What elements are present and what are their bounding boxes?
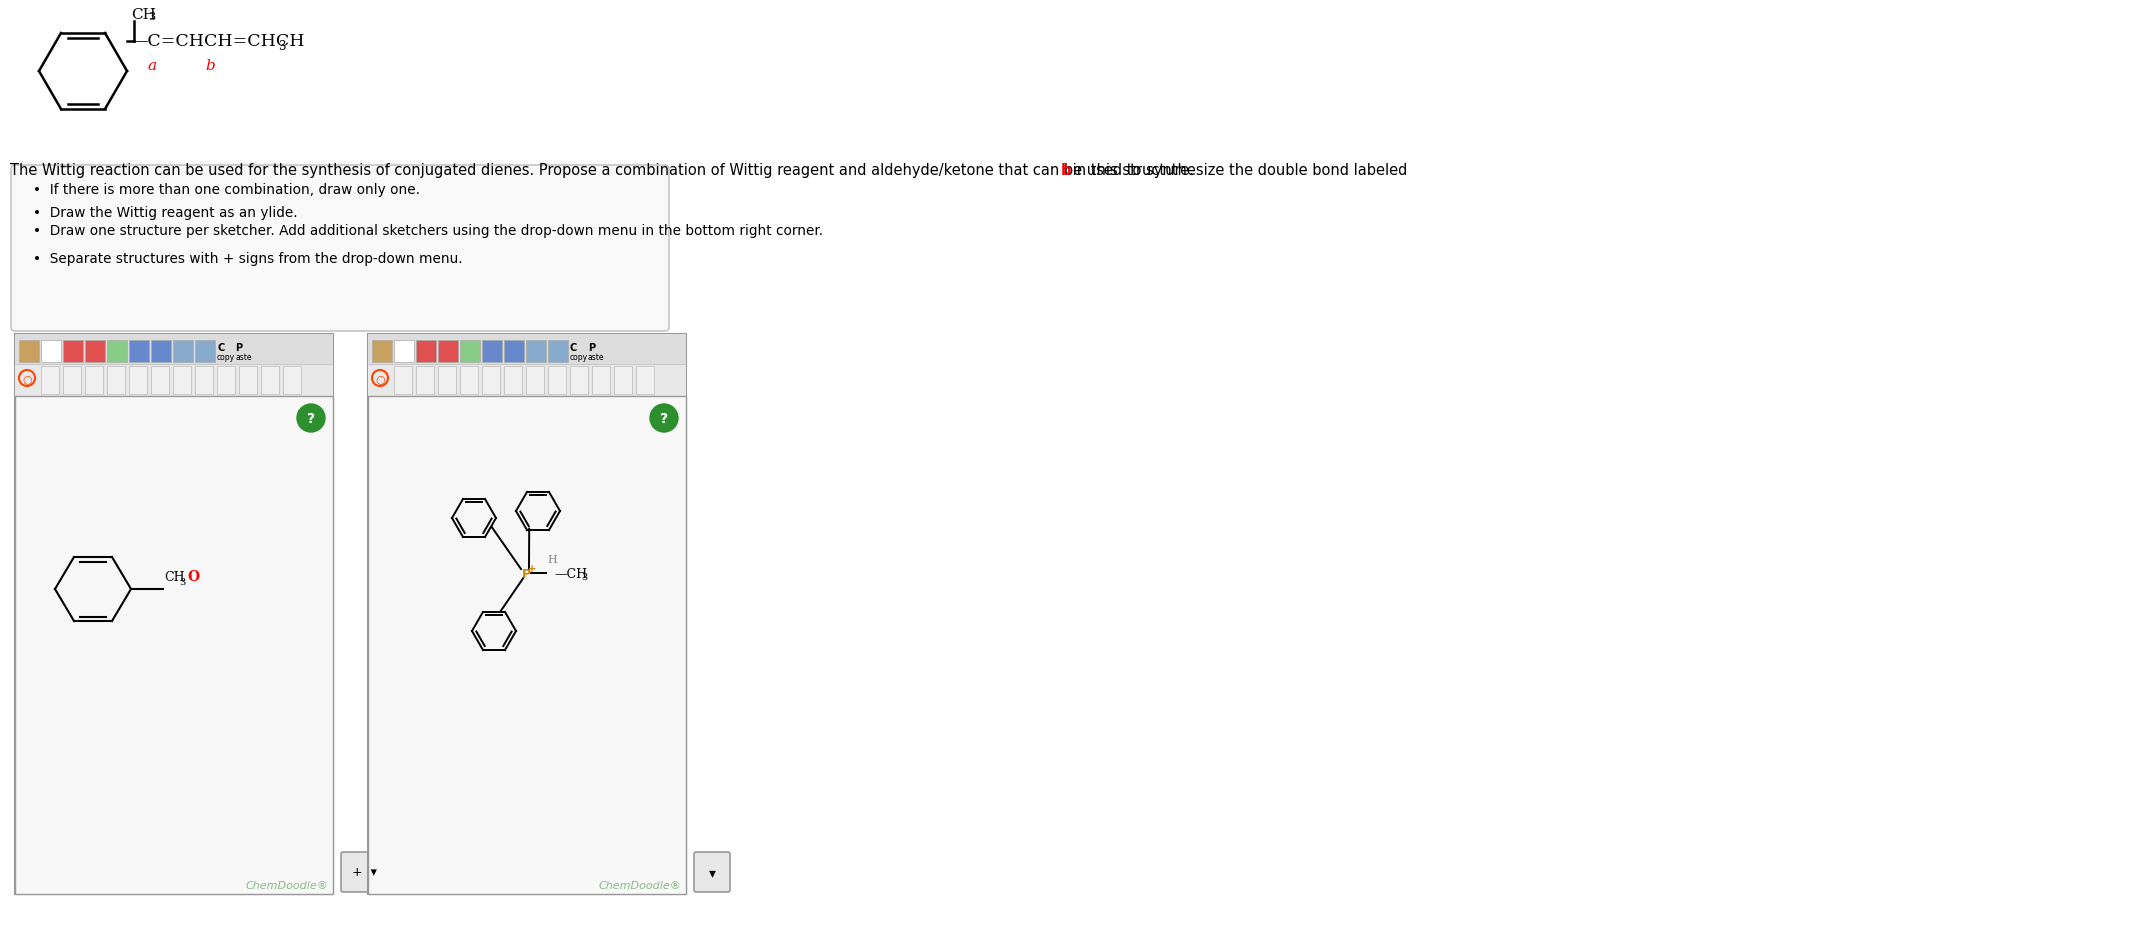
Text: H: H (546, 554, 557, 565)
Bar (62, 366, 81, 395)
Bar (86, 366, 103, 395)
Text: 3: 3 (278, 40, 285, 53)
Bar (394, 366, 411, 395)
Bar (394, 340, 413, 362)
Text: P: P (521, 567, 531, 580)
Text: 3: 3 (148, 12, 154, 22)
Text: copy: copy (216, 352, 236, 362)
Text: —CH: —CH (555, 567, 587, 580)
Text: in this structure.: in this structure. (1067, 163, 1193, 178)
Text: •  Draw one structure per sketcher. Add additional sketchers using the drop-down: • Draw one structure per sketcher. Add a… (32, 223, 823, 237)
Bar (107, 366, 124, 395)
Text: aste: aste (589, 352, 604, 362)
Bar (174, 340, 193, 362)
Text: ▾: ▾ (709, 865, 715, 879)
Bar (527, 366, 544, 395)
Bar (461, 340, 480, 362)
Bar (107, 340, 126, 362)
Text: CH: CH (165, 570, 184, 583)
Text: —C=CHCH=CHCH: —C=CHCH=CHCH (131, 33, 304, 50)
Bar (129, 366, 148, 395)
Bar (150, 340, 171, 362)
Bar (636, 366, 653, 395)
FancyBboxPatch shape (11, 166, 668, 332)
Bar (527, 340, 546, 362)
Text: +: + (527, 564, 536, 574)
Text: b: b (1060, 163, 1071, 178)
Text: ?: ? (660, 412, 668, 425)
FancyBboxPatch shape (694, 852, 730, 892)
Bar (15, 335, 332, 364)
Bar (368, 364, 685, 397)
Bar (368, 335, 685, 364)
Bar (174, 366, 191, 395)
Bar (482, 366, 499, 395)
Bar (503, 366, 523, 395)
Text: +  ▾: + ▾ (351, 866, 377, 879)
Bar (416, 340, 437, 362)
Bar (503, 340, 525, 362)
Bar (283, 366, 302, 395)
Text: copy: copy (570, 352, 589, 362)
Text: •  Draw the Wittig reagent as an ylide.: • Draw the Wittig reagent as an ylide. (32, 206, 298, 220)
Bar (240, 366, 257, 395)
Bar (86, 340, 105, 362)
Text: C: C (216, 343, 225, 352)
Bar (548, 340, 568, 362)
Bar (129, 340, 150, 362)
Circle shape (649, 404, 679, 433)
Bar (41, 340, 60, 362)
Bar (216, 366, 236, 395)
Bar (19, 340, 39, 362)
Bar (591, 366, 610, 395)
Text: 3: 3 (180, 578, 184, 587)
Text: 3: 3 (580, 573, 587, 582)
Bar (548, 366, 565, 395)
Bar (437, 366, 456, 395)
Text: P: P (589, 343, 595, 352)
Bar (615, 366, 632, 395)
Bar (41, 366, 60, 395)
Bar (261, 366, 278, 395)
Bar (15, 364, 332, 397)
Bar (437, 340, 458, 362)
Bar (368, 397, 685, 894)
Text: ChemDoodle®: ChemDoodle® (244, 880, 328, 890)
Bar (195, 366, 212, 395)
Bar (15, 397, 332, 894)
Circle shape (298, 404, 326, 433)
Bar (150, 366, 169, 395)
FancyBboxPatch shape (341, 852, 388, 892)
Text: ○: ○ (21, 374, 32, 384)
Text: ?: ? (306, 412, 315, 425)
Text: C: C (570, 343, 576, 352)
Bar (570, 366, 589, 395)
Bar (461, 366, 478, 395)
Text: •  Separate structures with + signs from the drop-down menu.: • Separate structures with + signs from … (32, 252, 463, 266)
Text: ○: ○ (375, 374, 386, 384)
Text: P: P (236, 343, 242, 352)
Text: The Wittig reaction can be used for the synthesis of conjugated dienes. Propose : The Wittig reaction can be used for the … (11, 163, 1412, 178)
Bar (368, 335, 685, 894)
Bar (62, 340, 84, 362)
Text: b: b (206, 59, 214, 73)
Text: O: O (186, 569, 199, 583)
Bar (416, 366, 435, 395)
Bar (15, 335, 332, 894)
Text: •  If there is more than one combination, draw only one.: • If there is more than one combination,… (32, 183, 420, 197)
Bar (482, 340, 501, 362)
Text: aste: aste (236, 352, 251, 362)
Text: CH: CH (131, 8, 156, 22)
Bar (195, 340, 214, 362)
Text: a: a (148, 59, 156, 73)
Text: ChemDoodle®: ChemDoodle® (598, 880, 681, 890)
Bar (373, 340, 392, 362)
